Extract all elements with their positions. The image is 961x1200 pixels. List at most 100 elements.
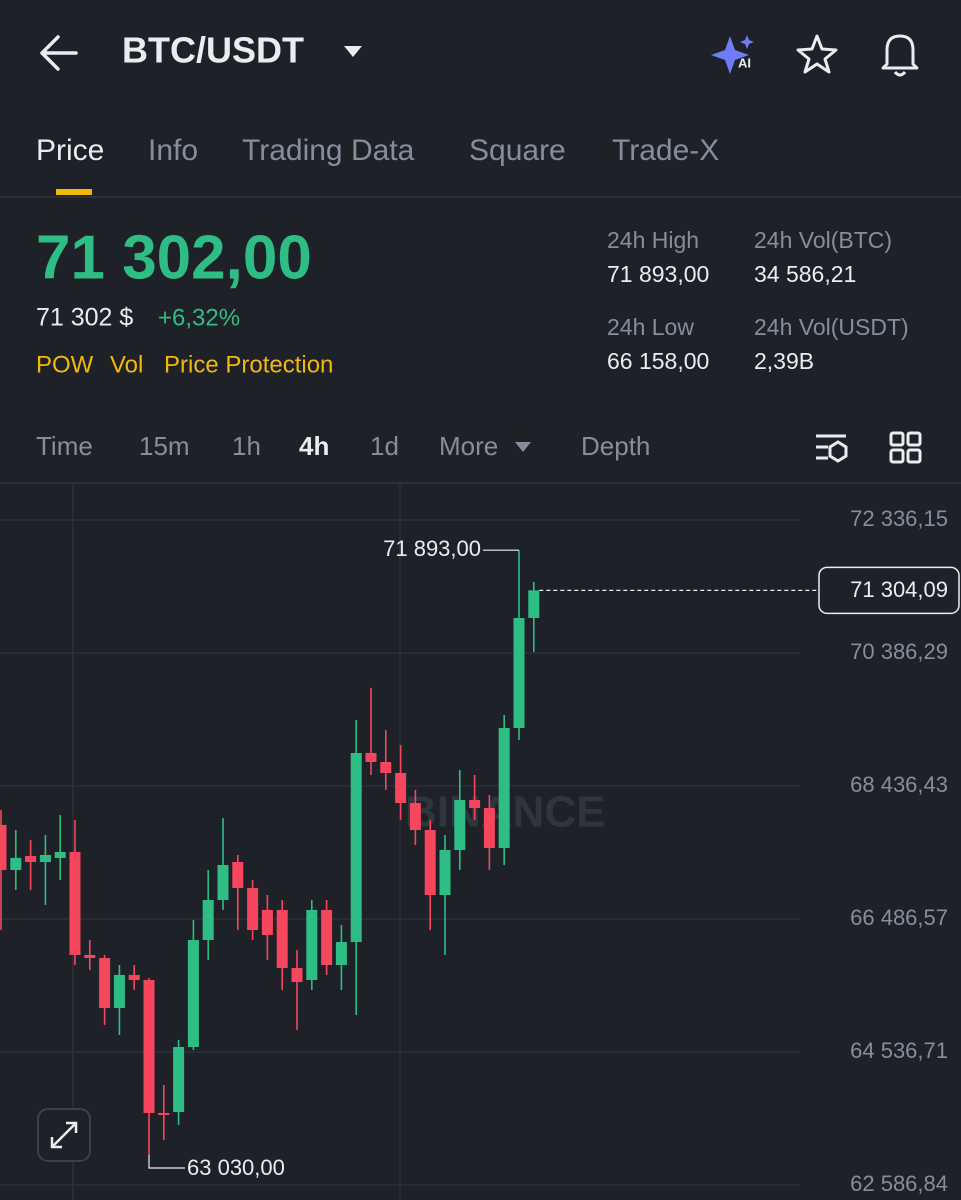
layout-cell: [906, 448, 922, 464]
layout-button[interactable]: [889, 431, 922, 464]
stat-label: 24h Vol(USDT): [754, 314, 909, 340]
annotation-label: 63 030,00: [187, 1155, 285, 1180]
stat-label: 24h High: [607, 227, 699, 253]
more-dropdown: [515, 442, 531, 452]
tab[interactable]: Price: [36, 134, 104, 167]
interval[interactable]: Depth: [581, 431, 650, 461]
alert-button[interactable]: [881, 34, 919, 77]
indicator-button[interactable]: [816, 434, 848, 463]
ai-sparkle: [711, 36, 749, 74]
y-tick-label: 72 336,15: [850, 506, 948, 531]
candle-body: [321, 909, 333, 966]
candle-body: [335, 942, 347, 966]
candle-body: [39, 854, 51, 862]
annotation-label: 71 893,00: [383, 536, 481, 561]
candle-body: [306, 909, 318, 981]
candle-body: [395, 772, 407, 803]
tag[interactable]: Price Protection: [164, 351, 333, 378]
back-icon: [40, 35, 78, 71]
y-tick-label: 62 586,84: [850, 1171, 948, 1196]
interval[interactable]: 4h: [299, 431, 329, 461]
fullscreen-icon: [50, 1121, 78, 1149]
candle-body: [143, 980, 155, 1113]
last-price-label: 71 304,09: [850, 577, 948, 602]
ai-sparkle-small: [740, 35, 754, 49]
indicator-lines: [816, 434, 846, 460]
layout-cell: [889, 448, 905, 464]
tab[interactable]: Trade-X: [612, 134, 719, 167]
candle-body: [158, 1112, 170, 1116]
candle-body: [10, 857, 22, 870]
candle-body: [113, 974, 125, 1008]
bell-icon: [881, 34, 919, 70]
candle-body: [54, 851, 66, 858]
y-tick-label: 64 536,71: [850, 1038, 948, 1063]
candle-body: [99, 957, 111, 1008]
favorite-button[interactable]: [796, 34, 838, 74]
candle-body: [365, 752, 377, 762]
candle-body: [380, 761, 392, 773]
candle-body: [202, 899, 214, 940]
last-price: 71 302,00: [36, 223, 312, 292]
stat-value: 34 586,21: [754, 261, 856, 287]
candle-body: [276, 909, 288, 969]
candle-body: [528, 590, 540, 618]
layout-cell: [906, 431, 922, 447]
tab-indicator: [56, 189, 92, 195]
bell-clapper: [893, 70, 907, 77]
candle-body: [291, 968, 303, 982]
ai-button[interactable]: AI: [711, 35, 754, 74]
candle-body: [498, 727, 510, 848]
candle-body: [0, 824, 7, 870]
tab[interactable]: Square: [469, 134, 566, 167]
tag[interactable]: Vol: [110, 351, 143, 378]
stat-value: 66 158,00: [607, 348, 709, 374]
candle-body: [187, 939, 199, 1047]
candle-body: [128, 974, 140, 981]
fiat-price: 71 302 $: [36, 304, 133, 332]
interval[interactable]: Time: [36, 431, 93, 461]
ticker: 71 302,00 71 302 $ +6,32% POW Vol Price Prote…: [36, 223, 909, 378]
interval[interactable]: 1d: [370, 431, 399, 461]
y-tick-label: 68 436,43: [850, 772, 948, 797]
interval-bar: Time 15m 1h 4h 1d More Depth: [36, 431, 650, 461]
candle-body: [454, 799, 466, 850]
candle-body: [232, 861, 244, 888]
tab-bar: Price Info Trading Data Square Trade-X: [36, 134, 719, 195]
candle-body: [513, 617, 525, 728]
candle-body: [217, 864, 229, 900]
candle-body: [69, 851, 81, 955]
annotation-leader: [148, 1154, 185, 1169]
stat-value: 71 893,00: [607, 261, 709, 287]
interval[interactable]: 15m: [139, 431, 190, 461]
candle-body: [350, 752, 362, 943]
candle-body: [409, 802, 421, 831]
candle-body: [483, 807, 495, 848]
pair-dropdown[interactable]: [344, 46, 362, 57]
candle-body: [439, 849, 451, 896]
indicator-hex: [828, 440, 848, 463]
y-tick-label: 66 486,57: [850, 905, 948, 930]
candle-body: [84, 954, 96, 958]
fullscreen-button[interactable]: [37, 1108, 91, 1162]
stat-value: 2,39B: [754, 348, 814, 374]
candle-body: [173, 1046, 185, 1113]
candle-body: [469, 799, 481, 808]
stat-label: 24h Low: [607, 314, 694, 340]
candle-body: [25, 855, 37, 862]
last-price-box: [818, 566, 960, 615]
pair-title[interactable]: BTC/USDT: [122, 30, 304, 71]
tag[interactable]: POW: [36, 351, 94, 378]
tab[interactable]: Trading Data: [242, 134, 415, 167]
ai-icon-glyph: AI: [738, 55, 751, 70]
layout-cell: [889, 431, 905, 447]
interval[interactable]: 1h: [232, 431, 261, 461]
stat-label: 24h Vol(BTC): [754, 227, 892, 253]
candle-body: [247, 887, 259, 931]
interval[interactable]: More: [439, 431, 498, 461]
back-button[interactable]: [40, 35, 78, 71]
tab[interactable]: Info: [148, 134, 198, 167]
